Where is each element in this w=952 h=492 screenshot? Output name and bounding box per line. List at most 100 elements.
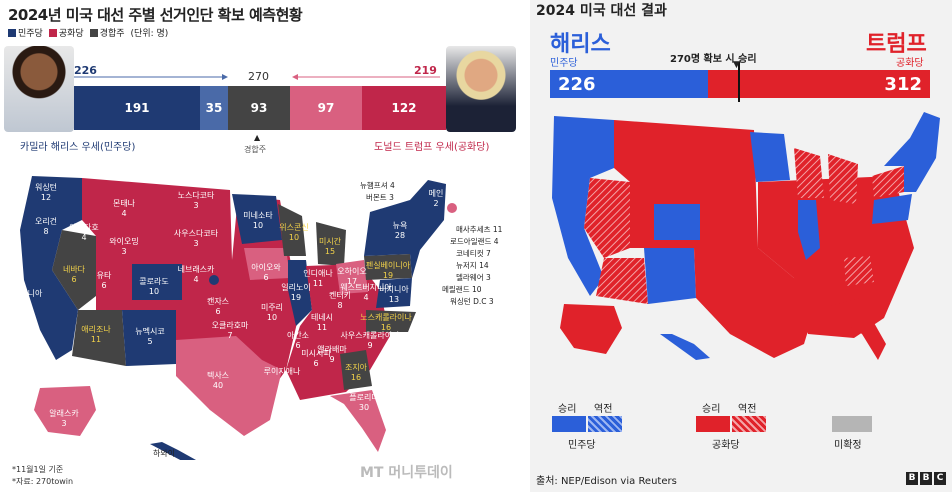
state-votes-label: 8	[43, 227, 48, 236]
state-name-label: 일리노이	[281, 282, 310, 292]
bar-rep-lean: 97	[290, 86, 362, 130]
state-votes-label: 30	[359, 403, 369, 412]
state-name-label: 사우스다코타	[174, 229, 219, 238]
trump-party: 공화당	[896, 58, 924, 69]
state-name-label: 뉴욕	[393, 221, 408, 230]
state-name-label: 와이오밍	[109, 236, 138, 246]
bbc-logo: B B C	[906, 472, 946, 485]
left-legend: 민주당 공화당 경합주 (단위: 명)	[8, 26, 168, 39]
state-name-label: 네브래스카	[178, 265, 215, 274]
region-new-mexico	[122, 310, 176, 366]
state-name-label: 알래스카	[49, 408, 79, 418]
state-votes-label: 2	[433, 199, 438, 208]
region-minnesota	[232, 194, 282, 244]
northeast-state-label: 델라웨어 3	[456, 272, 491, 282]
bbc-letter-1: B	[906, 472, 918, 485]
legend-win-rep: 승리	[702, 404, 721, 415]
trump-name: 트럼프	[866, 32, 927, 57]
region-pennsylvania	[364, 254, 412, 280]
state-name-label: 미네소타	[243, 211, 273, 220]
r-wisconsin	[794, 148, 824, 198]
state-name-label: 플로리다	[349, 393, 379, 402]
right-map	[552, 112, 940, 360]
region-texas	[176, 336, 282, 436]
state-name-label: 아칸소	[287, 330, 309, 340]
state-name-label: 몬태나	[113, 199, 136, 208]
state-votes-label: 3	[61, 419, 66, 428]
region-michigan	[316, 222, 346, 266]
bbc-letter-2: B	[920, 472, 932, 485]
bar-dem-lean: 35	[200, 86, 228, 130]
state-name-label: 오하이오	[337, 266, 366, 276]
left-map: 워싱턴12오리건8캘리포니아54네바다6아이다호4몬태나4와이오밍3유타6애리조…	[6, 176, 503, 460]
northeast-state-label: 로드아일랜드 4	[450, 236, 499, 246]
bbc-letter-3: C	[934, 472, 946, 485]
r-nevada	[584, 178, 630, 258]
right-title: 2024 미국 대선 결과	[536, 3, 667, 19]
legend-toss: 경합주	[89, 26, 125, 39]
state-name-label: 애리조나	[81, 325, 111, 334]
legend-win-dem: 승리	[558, 404, 577, 415]
toss-caption: 경합주	[244, 145, 267, 154]
northeast-callouts: 뉴햄프셔 4 버몬트 3 매사추세츠 11 로드아일랜드 4 코네티컷 7 뉴저지 14 델…	[360, 180, 503, 306]
rep-total: 219	[414, 64, 437, 77]
state-name-label: 앨라배마	[317, 344, 347, 354]
state-votes-label: 3	[121, 247, 126, 256]
r-arizona	[596, 258, 648, 304]
r-florida	[830, 298, 886, 360]
state-name-label: 미시시피	[301, 349, 330, 358]
state-name-label: 워싱턴	[35, 182, 57, 192]
state-votes-label: 4	[81, 233, 86, 242]
r-minnesota	[750, 132, 790, 182]
state-name-label: 조지아	[345, 362, 368, 372]
legend-flip-rep: 역전	[738, 404, 757, 415]
state-name-label: 하와이	[153, 448, 175, 458]
left-panel: 2024년 미국 대선 주별 선거인단 확보 예측현황 민주당 공화당 경합주 …	[4, 6, 516, 486]
nebraska-district-dot	[209, 275, 219, 285]
state-votes-label: 28	[395, 231, 405, 240]
state-votes-label: 10	[149, 287, 159, 296]
region-mountain	[82, 178, 232, 310]
r-michigan	[828, 154, 858, 204]
region-nevada	[52, 230, 96, 310]
region-iowa	[244, 248, 290, 280]
state-votes-label: 4	[161, 459, 166, 460]
harris-party: 민주당	[550, 58, 578, 69]
state-votes-label: 3	[193, 201, 198, 210]
state-votes-label: 6	[71, 275, 76, 284]
state-name-label: 미주리	[261, 303, 283, 312]
r-texas-plains	[694, 248, 818, 358]
bar-dem-safe: 191	[74, 86, 200, 130]
state-votes-label: 6	[313, 359, 318, 368]
legend-dem: 민주당	[8, 26, 43, 39]
state-name-label: 콜로라도	[139, 277, 168, 286]
toss-marker: ▲	[254, 133, 261, 142]
dem-arrow	[74, 74, 228, 80]
state-name-label: 사우스캐롤라이나	[341, 330, 401, 340]
state-votes-label: 16	[351, 373, 361, 382]
state-votes-label: 4	[121, 209, 126, 218]
northeast-state-label: 뉴저지 14	[456, 261, 489, 270]
r-virginia	[872, 194, 912, 224]
state-votes-label: 12	[41, 193, 51, 202]
state-name-label: 펜실베이니아	[366, 260, 411, 270]
state-votes-label: 5	[147, 337, 152, 346]
northeast-state-label: 메릴랜드 10	[442, 284, 482, 294]
state-name-label: 캔자스	[207, 296, 229, 306]
state-votes-label: 7	[227, 331, 232, 340]
state-name-label: 미시간	[319, 236, 342, 246]
region-ohio	[336, 260, 368, 294]
state-votes-label: 8	[337, 301, 342, 310]
legend-rep-label: 공화당	[712, 440, 740, 451]
state-votes-label: 6	[215, 307, 220, 316]
threshold-line	[738, 62, 740, 102]
state-votes-label: 15	[325, 247, 335, 256]
state-name-label: 테네시	[311, 313, 333, 322]
trump-photo	[446, 46, 516, 132]
state-votes-label: 19	[383, 271, 393, 280]
legend-rep-win-swatch	[696, 416, 730, 432]
state-name-label: 위스콘신	[279, 223, 308, 232]
state-name-label: 켄터키	[329, 290, 351, 300]
r-georgia	[844, 256, 874, 286]
state-votes-label: 17	[347, 277, 357, 286]
